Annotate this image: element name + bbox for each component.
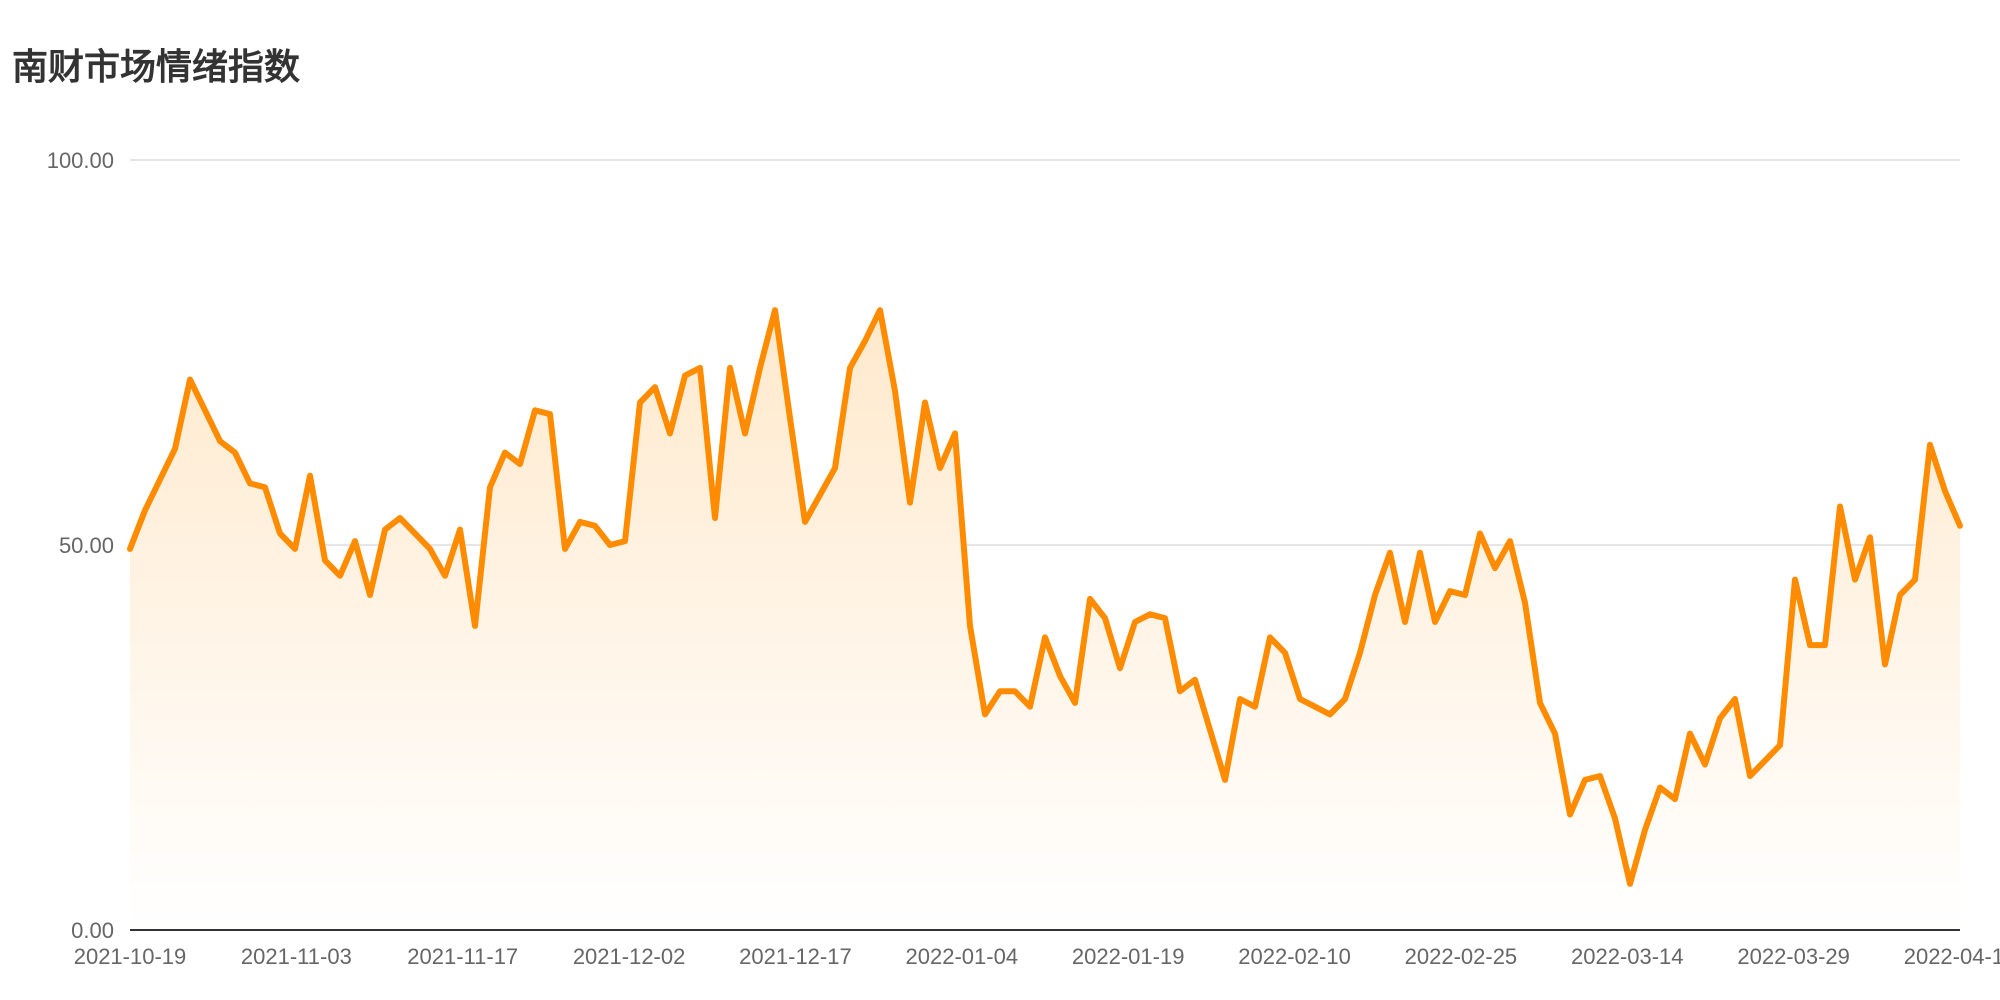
x-tick-label: 2021-11-03 — [241, 944, 352, 969]
y-tick-label: 50.00 — [59, 533, 114, 558]
x-tick-label: 2022-01-19 — [1072, 944, 1185, 969]
y-tick-label: 100.00 — [47, 148, 114, 173]
x-tick-label: 2022-02-10 — [1238, 944, 1351, 969]
x-tick-label: 2021-12-02 — [573, 944, 686, 969]
x-tick-label: 2021-11-17 — [407, 944, 518, 969]
series-area — [130, 310, 1960, 931]
x-tick-label: 2022-02-25 — [1405, 944, 1518, 969]
y-axis-ticks: 0.00 50.00 100.00 — [47, 148, 114, 943]
x-tick-label: 2022-03-29 — [1737, 944, 1850, 969]
x-tick-label: 2022-03-14 — [1571, 944, 1684, 969]
x-axis-ticks: 2021-10-19 2021-11-03 2021-11-17 2021-12-02… — [74, 944, 2000, 969]
chart-title: 南财市场情绪指数 — [12, 47, 301, 88]
series-line — [127, 307, 1963, 887]
x-tick-label: 2021-12-17 — [739, 944, 852, 969]
x-tick-label: 2021-10-19 — [74, 944, 187, 969]
x-tick-label: 2022-01-04 — [906, 944, 1019, 969]
y-tick-label: 0.00 — [71, 918, 114, 943]
x-tick-label: 2022-04-15 — [1904, 944, 2000, 969]
grid-lines — [130, 159, 1960, 546]
